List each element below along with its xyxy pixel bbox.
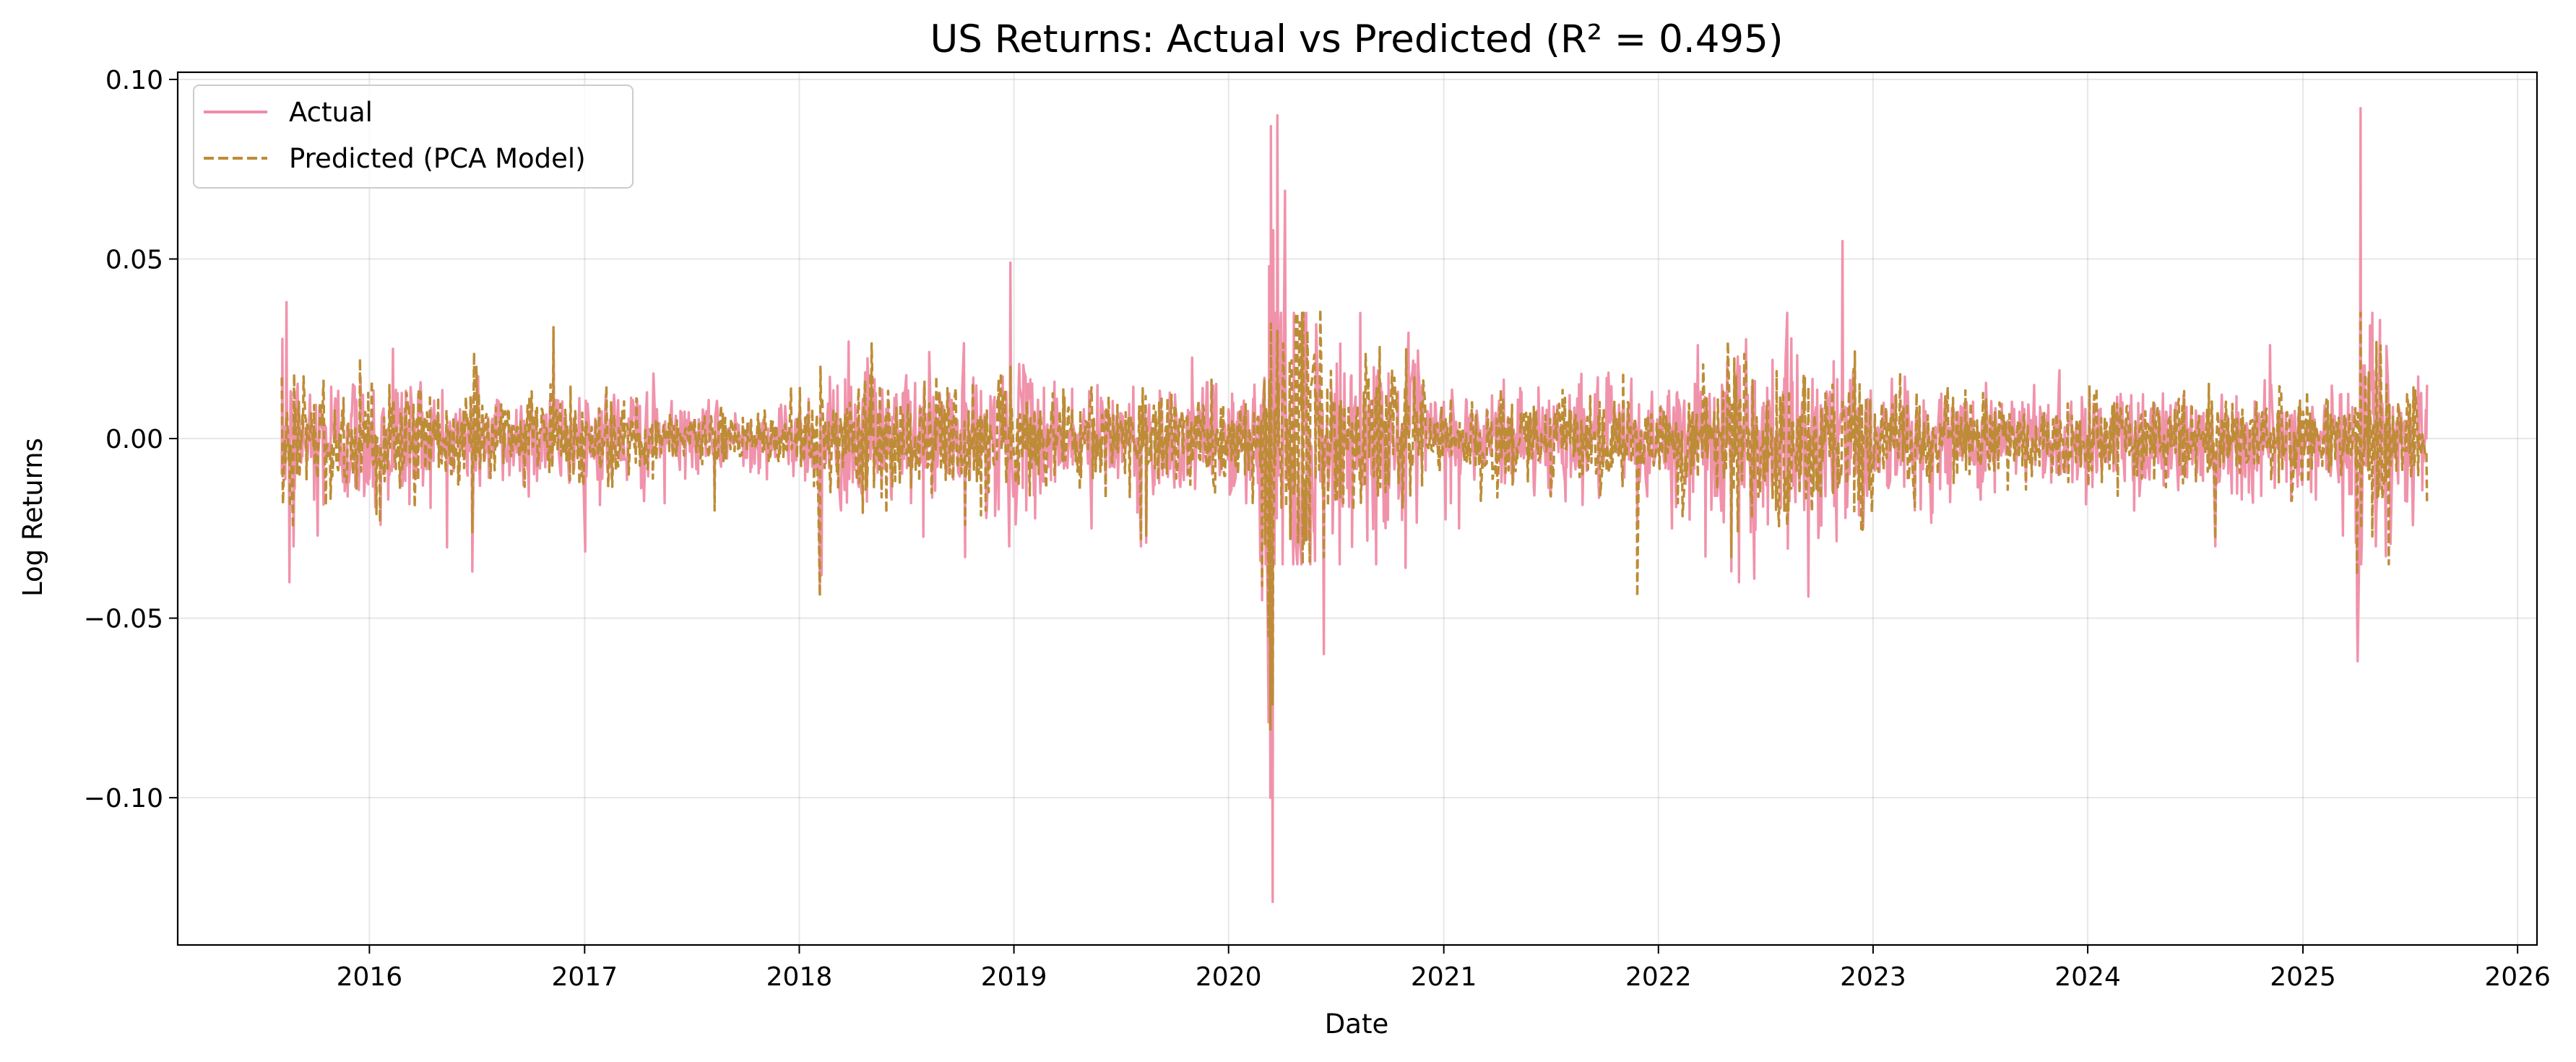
y-tick-label: −0.05 xyxy=(84,605,163,634)
plot-frame xyxy=(176,71,2538,946)
x-tick-label: 2021 xyxy=(1411,962,1477,992)
y-tick-label: 0.10 xyxy=(105,66,163,95)
axis-ticks: 2016 2017 2018 2019 2020 2021 2022 2023 2024 2025… xyxy=(84,66,2551,992)
y-tick-label: 0.00 xyxy=(105,425,163,454)
x-tick-label: 2020 xyxy=(1196,962,1262,992)
x-tick-label: 2018 xyxy=(766,962,833,992)
x-tick-label: 2016 xyxy=(337,962,403,992)
x-tick-label: 2022 xyxy=(1625,962,1692,992)
legend-label-actual: Actual xyxy=(289,97,373,128)
legend: Actual Predicted (PCA Model) xyxy=(193,85,634,189)
legend-box xyxy=(193,85,634,189)
x-tick-label: 2025 xyxy=(2270,962,2336,992)
legend-label-predicted: Predicted (PCA Model) xyxy=(289,143,586,174)
chart-title: US Returns: Actual vs Predicted (R² = 0.… xyxy=(930,17,1783,61)
x-tick-label: 2024 xyxy=(2054,962,2121,992)
x-axis-label: Date xyxy=(1325,1009,1388,1040)
series-line-predicted xyxy=(280,308,2429,731)
x-tick-label: 2017 xyxy=(552,962,618,992)
plot-area xyxy=(280,107,2429,904)
y-axis-label: Log Returns xyxy=(17,438,48,597)
x-tick-label: 2026 xyxy=(2484,962,2551,992)
x-tick-label: 2019 xyxy=(981,962,1047,992)
series-line-actual xyxy=(280,107,2429,904)
y-tick-label: −0.10 xyxy=(84,784,163,813)
y-tick-label: 0.05 xyxy=(105,246,163,275)
x-tick-label: 2023 xyxy=(1840,962,1906,992)
